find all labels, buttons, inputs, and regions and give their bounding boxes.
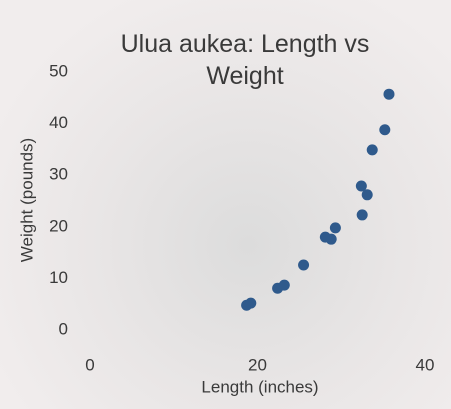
point — [383, 88, 395, 100]
point — [366, 144, 378, 156]
y-tick-label: 10 — [49, 268, 68, 287]
chart-title: Ulua aukea: Length vs Weight — [120, 30, 370, 90]
point — [325, 233, 337, 245]
y-tick-label: 50 — [49, 61, 68, 80]
point — [245, 297, 257, 309]
x-tick-label: 0 — [85, 355, 94, 374]
point — [278, 279, 290, 291]
point — [298, 259, 310, 271]
point — [379, 124, 391, 136]
y-tick-label: 0 — [59, 319, 68, 338]
y-tick-label: 20 — [49, 216, 68, 235]
point — [355, 180, 367, 192]
point — [329, 222, 341, 234]
y-tick-label: 40 — [49, 113, 68, 132]
point — [356, 209, 368, 221]
x-tick-label: 40 — [416, 355, 435, 374]
y-axis-label: Weight (pounds) — [17, 138, 36, 262]
x-tick-label: 20 — [248, 355, 267, 374]
point — [361, 189, 373, 201]
y-tick-label: 30 — [49, 165, 68, 184]
x-axis-label: Length (inches) — [201, 377, 318, 396]
